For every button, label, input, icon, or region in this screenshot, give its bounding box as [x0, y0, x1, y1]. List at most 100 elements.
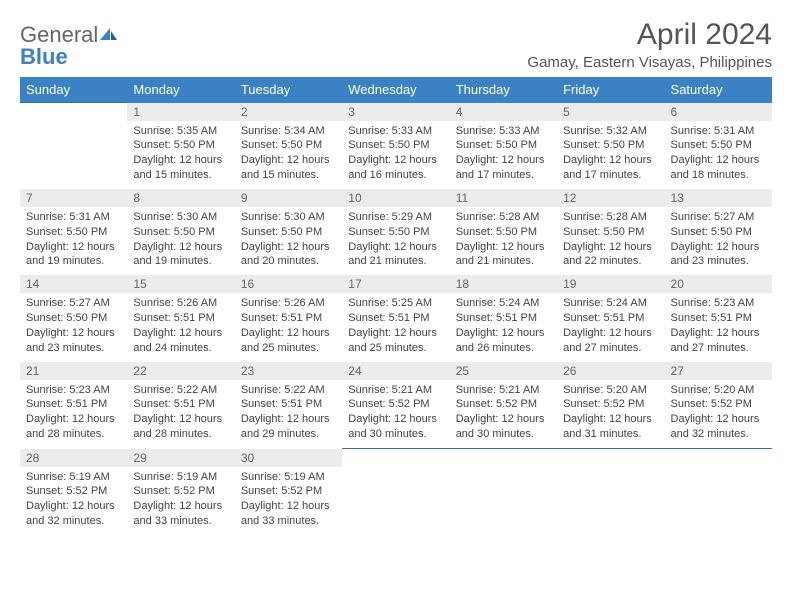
day-detail-cell: Sunrise: 5:27 AMSunset: 5:50 PMDaylight:… [20, 293, 127, 361]
day-number-cell [342, 449, 449, 467]
week-daynum-row: 282930 [20, 449, 772, 467]
day-detail-cell: Sunrise: 5:26 AMSunset: 5:51 PMDaylight:… [235, 293, 342, 361]
sunset-line: Sunset: 5:50 PM [563, 225, 658, 240]
day-detail-cell: Sunrise: 5:30 AMSunset: 5:50 PMDaylight:… [235, 207, 342, 275]
sunrise-line: Sunrise: 5:31 AM [26, 210, 121, 225]
week-daynum-row: 14151617181920 [20, 275, 772, 293]
sunset-line: Sunset: 5:50 PM [133, 138, 228, 153]
sunset-line: Sunset: 5:50 PM [671, 138, 766, 153]
month-title: April 2024 [527, 18, 772, 52]
sunrise-line: Sunrise: 5:30 AM [133, 210, 228, 225]
sunrise-line: Sunrise: 5:26 AM [241, 296, 336, 311]
sunset-line: Sunset: 5:51 PM [348, 311, 443, 326]
day-number-cell: 20 [665, 275, 772, 293]
daylight-line: Daylight: 12 hours and 21 minutes. [456, 240, 551, 270]
day-detail-cell: Sunrise: 5:21 AMSunset: 5:52 PMDaylight:… [342, 380, 449, 449]
day-detail-cell: Sunrise: 5:23 AMSunset: 5:51 PMDaylight:… [665, 293, 772, 361]
day-header: Monday [127, 77, 234, 103]
sunrise-line: Sunrise: 5:27 AM [671, 210, 766, 225]
daylight-line: Daylight: 12 hours and 30 minutes. [348, 412, 443, 442]
sunset-line: Sunset: 5:50 PM [133, 225, 228, 240]
day-detail-cell: Sunrise: 5:32 AMSunset: 5:50 PMDaylight:… [557, 121, 664, 189]
day-number-cell: 10 [342, 189, 449, 207]
daylight-line: Daylight: 12 hours and 27 minutes. [671, 326, 766, 356]
daylight-line: Daylight: 12 hours and 16 minutes. [348, 153, 443, 183]
daylight-line: Daylight: 12 hours and 28 minutes. [26, 412, 121, 442]
sunrise-line: Sunrise: 5:34 AM [241, 124, 336, 139]
header: GeneralBlue April 2024 Gamay, Eastern Vi… [20, 18, 772, 71]
day-number-cell: 21 [20, 362, 127, 380]
sunset-line: Sunset: 5:51 PM [241, 311, 336, 326]
sunset-line: Sunset: 5:52 PM [26, 484, 121, 499]
day-header: Saturday [665, 77, 772, 103]
week-daynum-row: 123456 [20, 103, 772, 121]
sunrise-line: Sunrise: 5:20 AM [563, 383, 658, 398]
day-detail-cell: Sunrise: 5:22 AMSunset: 5:51 PMDaylight:… [235, 380, 342, 449]
week-detail-row: Sunrise: 5:27 AMSunset: 5:50 PM Daylight:… [20, 293, 772, 361]
sunrise-line: Sunrise: 5:24 AM [563, 296, 658, 311]
day-header: Tuesday [235, 77, 342, 103]
day-detail-cell: Sunrise: 5:27 AMSunset: 5:50 PMDaylight:… [665, 207, 772, 275]
sunrise-line: Sunrise: 5:19 AM [133, 470, 228, 485]
sunrise-line: Sunrise: 5:22 AM [241, 383, 336, 398]
sunrise-line: Sunrise: 5:21 AM [456, 383, 551, 398]
day-number-cell: 28 [20, 449, 127, 467]
daylight-line: Daylight: 12 hours and 22 minutes. [563, 240, 658, 270]
day-number-cell: 7 [20, 189, 127, 207]
calendar-head: SundayMondayTuesdayWednesdayThursdayFrid… [20, 77, 772, 103]
day-detail-cell: Sunrise: 5:23 AMSunset: 5:51 PMDaylight:… [20, 380, 127, 449]
week-detail-row: Sunrise: 5:35 AMSunset: 5:50 PMDaylight:… [20, 121, 772, 189]
sunset-line: Sunset: 5:50 PM [563, 138, 658, 153]
daylight-line: Daylight: 12 hours and 17 minutes. [563, 153, 658, 183]
daylight-line: Daylight: 12 hours and 19 minutes. [26, 240, 121, 270]
day-number-cell [557, 449, 664, 467]
day-detail-cell: Sunrise: 5:33 AMSunset: 5:50 PMDaylight:… [450, 121, 557, 189]
day-number-cell: 14 [20, 275, 127, 293]
day-detail-cell [342, 467, 449, 535]
day-detail-cell: Sunrise: 5:34 AMSunset: 5:50 PMDaylight:… [235, 121, 342, 189]
sunrise-line: Sunrise: 5:33 AM [348, 124, 443, 139]
sunset-line: Sunset: 5:50 PM [456, 225, 551, 240]
daylight-line: Daylight: 12 hours and 29 minutes. [241, 412, 336, 442]
day-detail-cell: Sunrise: 5:33 AMSunset: 5:50 PMDaylight:… [342, 121, 449, 189]
day-number-cell [20, 103, 127, 121]
daylight-line: Daylight: 12 hours and 20 minutes. [241, 240, 336, 270]
day-number-cell: 5 [557, 103, 664, 121]
day-detail-cell: Sunrise: 5:31 AMSunset: 5:50 PMDaylight:… [20, 207, 127, 275]
sunrise-line: Sunrise: 5:22 AM [133, 383, 228, 398]
day-detail-cell: Sunrise: 5:19 AMSunset: 5:52 PMDaylight:… [127, 467, 234, 535]
day-detail-cell: Sunrise: 5:24 AMSunset: 5:51 PMDaylight:… [557, 293, 664, 361]
sunrise-line: Sunrise: 5:27 AM [26, 296, 121, 311]
day-number-cell: 15 [127, 275, 234, 293]
sunrise-line: Sunrise: 5:33 AM [456, 124, 551, 139]
week-detail-row: Sunrise: 5:23 AMSunset: 5:51 PMDaylight:… [20, 380, 772, 449]
day-number-cell: 19 [557, 275, 664, 293]
sail-icon [98, 24, 118, 46]
day-detail-cell [450, 467, 557, 535]
daylight-line: Daylight: 12 hours and 15 minutes. [241, 153, 336, 183]
day-detail-cell [20, 121, 127, 189]
daylight-line: Daylight: 12 hours and 28 minutes. [133, 412, 228, 442]
day-detail-cell: Sunrise: 5:28 AMSunset: 5:50 PMDaylight:… [557, 207, 664, 275]
logo-part2: Blue [20, 44, 68, 69]
day-number-cell: 8 [127, 189, 234, 207]
sunrise-line: Sunrise: 5:21 AM [348, 383, 443, 398]
location: Gamay, Eastern Visayas, Philippines [527, 54, 772, 71]
day-number-cell: 29 [127, 449, 234, 467]
daylight-line: Daylight: 12 hours and 21 minutes. [348, 240, 443, 270]
sunrise-line: Sunrise: 5:32 AM [563, 124, 658, 139]
day-detail-cell [557, 467, 664, 535]
calendar-table: SundayMondayTuesdayWednesdayThursdayFrid… [20, 77, 772, 535]
title-block: April 2024 Gamay, Eastern Visayas, Phili… [527, 18, 772, 71]
sunset-line: Sunset: 5:51 PM [133, 397, 228, 412]
day-detail-cell: Sunrise: 5:28 AMSunset: 5:50 PMDaylight:… [450, 207, 557, 275]
daylight-line: Daylight: 12 hours and 17 minutes. [456, 153, 551, 183]
day-number-cell: 13 [665, 189, 772, 207]
daylight-line: Daylight: 12 hours and 23 minutes. [671, 240, 766, 270]
sunrise-line: Sunrise: 5:23 AM [671, 296, 766, 311]
week-daynum-row: 21222324252627 [20, 362, 772, 380]
sunset-line: Sunset: 5:52 PM [456, 397, 551, 412]
sunset-line: Sunset: 5:50 PM [26, 311, 121, 326]
daylight-line: Daylight: 12 hours and 33 minutes. [133, 499, 228, 529]
daylight-line: Daylight: 12 hours and 27 minutes. [563, 326, 658, 356]
